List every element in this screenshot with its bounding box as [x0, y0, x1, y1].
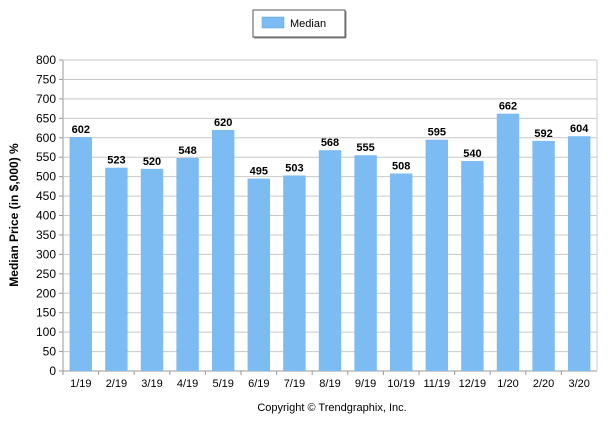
bar [176, 157, 199, 371]
bar-value-label: 595 [428, 127, 446, 139]
bar-value-label: 568 [321, 137, 339, 149]
x-tick-label: 9/19 [355, 378, 376, 390]
y-tick-label: 200 [36, 286, 56, 300]
x-tick-label: 1/20 [497, 378, 518, 390]
bar-value-label: 592 [534, 128, 552, 140]
y-tick-label: 800 [36, 53, 56, 67]
y-tick-label: 450 [36, 189, 56, 203]
x-tick-label: 3/19 [141, 378, 162, 390]
x-tick-label: 6/19 [248, 378, 269, 390]
bar [532, 140, 555, 371]
y-tick-label: 350 [36, 228, 56, 242]
legend: Median [252, 9, 347, 39]
bar [496, 113, 520, 372]
y-tick-label: 150 [36, 306, 56, 320]
y-tick-label: 650 [36, 111, 56, 125]
bar [211, 129, 235, 371]
y-tick-label: 100 [36, 325, 56, 339]
y-axis-ticks: 0 50 100 150 200 250 300 350 400 450 500 550 600 650 7… [36, 53, 63, 378]
bar-value-labels: 602 523 520 548 620 495 503 568 555 508 595 540 662 5… [72, 101, 590, 178]
y-tick-label: 600 [36, 131, 56, 145]
bar [318, 150, 342, 371]
bar [247, 178, 271, 371]
x-tick-label: 4/19 [177, 378, 198, 390]
bar [461, 161, 484, 371]
bar [425, 139, 449, 371]
x-tick-label: 7/19 [284, 378, 305, 390]
y-tick-label: 750 [36, 72, 56, 86]
y-tick-label: 400 [36, 209, 56, 223]
bar [140, 168, 164, 371]
bar [69, 136, 93, 371]
copyright-footer: Copyright © Trendgraphix, Inc. [257, 402, 406, 414]
y-tick-label: 500 [36, 170, 56, 184]
y-tick-label: 700 [36, 92, 56, 106]
bar-value-label: 604 [570, 123, 589, 135]
y-axis-label: Median Price (in $,000) % [7, 143, 21, 287]
x-tick-label: 1/19 [70, 378, 91, 390]
y-tick-label: 300 [36, 247, 56, 261]
y-tick-label: 250 [36, 267, 56, 281]
x-tick-label: 11/19 [423, 378, 450, 390]
x-tick-label: 5/19 [212, 378, 233, 390]
bar [283, 175, 306, 371]
bar-value-label: 602 [72, 124, 90, 136]
x-tick-label: 12/19 [459, 378, 487, 390]
y-tick-label: 550 [36, 150, 56, 164]
bar-value-label: 548 [178, 145, 196, 157]
legend-label-median: Median [290, 18, 326, 30]
x-tick-label: 2/19 [106, 378, 127, 390]
bar-value-label: 508 [392, 161, 410, 173]
bar [354, 155, 377, 371]
y-tick-label: 50 [43, 345, 57, 359]
x-tick-label: 10/19 [387, 378, 415, 390]
legend-swatch-median [261, 16, 285, 29]
bar-value-label: 523 [107, 155, 125, 167]
x-tick-label: 8/19 [319, 378, 340, 390]
x-tick-label: 3/20 [568, 378, 589, 390]
bar [567, 136, 591, 371]
bar-value-label: 503 [285, 162, 303, 174]
bar-value-label: 620 [214, 117, 232, 129]
bar-value-label: 540 [463, 148, 481, 160]
bar [389, 173, 413, 371]
bar-value-label: 520 [143, 156, 161, 168]
x-tick-label: 2/20 [533, 378, 554, 390]
bar-value-label: 555 [356, 142, 374, 154]
bars [69, 113, 591, 372]
x-axis-ticks: 1/19 2/19 3/19 4/19 5/19 6/19 7/19 8/19 9/19 10/1… [62, 371, 590, 390]
bar [105, 167, 128, 371]
bar-value-label: 662 [499, 101, 517, 113]
y-tick-label: 0 [49, 364, 56, 378]
bar-value-label: 495 [250, 166, 268, 178]
